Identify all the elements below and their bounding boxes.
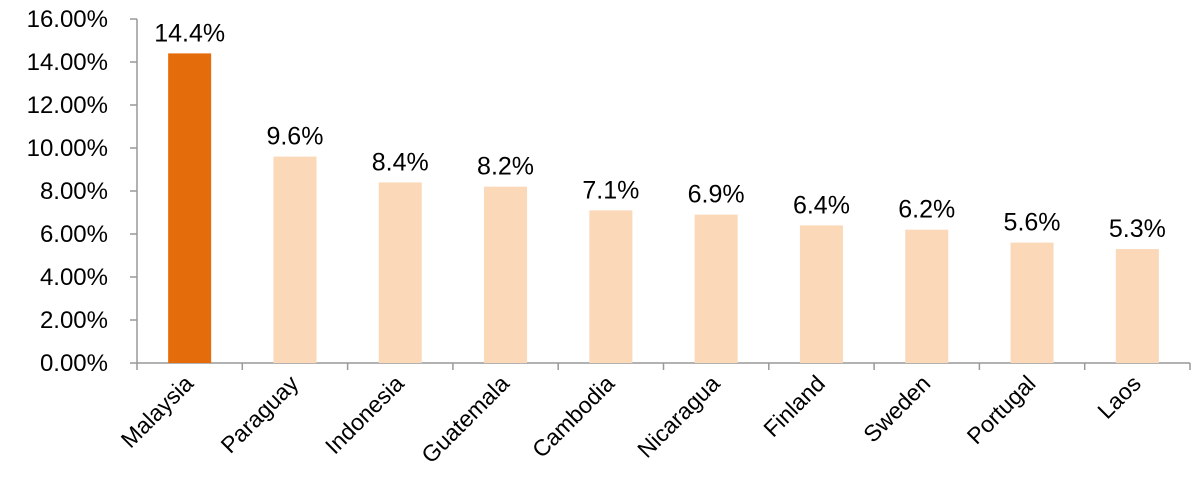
- y-tick-label: 10.00%: [27, 135, 108, 162]
- bar-sweden: [905, 229, 949, 363]
- data-labels: 14.4% 9.6% 8.4% 8.2% 7.1% 6.9% 6.4% 6.2% 5.6% 5.3…: [154, 19, 1166, 243]
- x-category-label: Nicaragua: [632, 370, 725, 463]
- data-label-guatemala: 8.2%: [477, 153, 534, 181]
- x-category-label: Laos: [1092, 370, 1146, 424]
- bar-malaysia: [168, 53, 212, 364]
- y-tick-label: 2.00%: [40, 307, 108, 334]
- bar-portugal: [1010, 242, 1054, 363]
- x-axis: Malaysia Paraguay Indonesia Guatemala Cambod…: [116, 362, 1191, 468]
- y-tick-label: 12.00%: [27, 92, 108, 119]
- x-category-label: Portugal: [962, 370, 1041, 449]
- y-tick-label: 16.00%: [27, 6, 108, 33]
- data-label-nicaragua: 6.9%: [688, 181, 745, 209]
- data-label-indonesia: 8.4%: [372, 148, 429, 176]
- data-label-portugal: 5.6%: [1004, 209, 1061, 237]
- x-category-label: Finland: [758, 370, 830, 442]
- bar-indonesia: [378, 182, 422, 363]
- bar-laos: [1115, 249, 1159, 363]
- y-tick-label: 8.00%: [40, 178, 108, 205]
- y-tick-label: 4.00%: [40, 264, 108, 291]
- bar-nicaragua: [694, 214, 738, 363]
- y-tick-label: 0.00%: [40, 350, 108, 377]
- y-tick-label: 6.00%: [40, 221, 108, 248]
- x-category-label: Cambodia: [527, 370, 620, 463]
- x-category-label: Guatemala: [416, 370, 514, 468]
- y-axis: 0.00% 2.00% 4.00% 6.00% 8.00% 10.00% 12.00% 14.…: [27, 6, 138, 377]
- bars: [168, 53, 1159, 364]
- data-label-finland: 6.4%: [793, 191, 850, 219]
- x-category-label: Paraguay: [215, 370, 303, 458]
- bar-cambodia: [589, 210, 633, 363]
- data-label-cambodia: 7.1%: [582, 176, 639, 204]
- bar-guatemala: [484, 186, 528, 363]
- x-category-label: Malaysia: [116, 370, 199, 453]
- bar-finland: [799, 225, 843, 363]
- bar-paraguay: [273, 156, 317, 363]
- data-label-paraguay: 9.6%: [266, 123, 323, 151]
- x-category-label: Sweden: [858, 370, 935, 447]
- data-label-laos: 5.3%: [1109, 215, 1166, 243]
- x-category-label: Indonesia: [320, 370, 409, 459]
- y-tick-label: 14.00%: [27, 49, 108, 76]
- data-label-malaysia: 14.4%: [154, 19, 225, 47]
- data-label-sweden: 6.2%: [898, 196, 955, 224]
